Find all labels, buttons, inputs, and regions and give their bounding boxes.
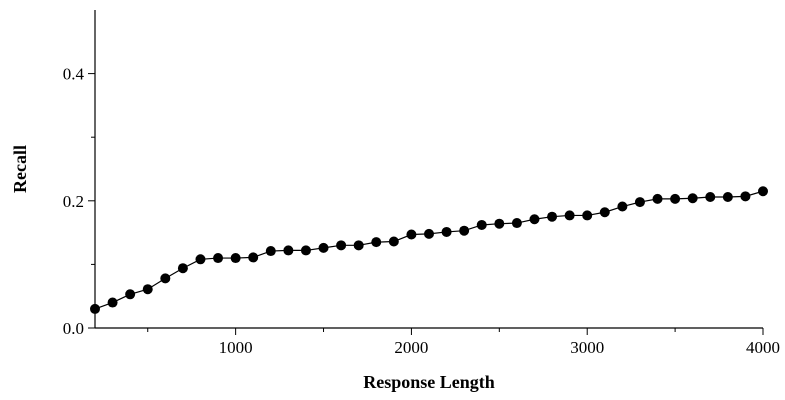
x-tick-label: 2000	[394, 338, 428, 357]
data-point	[125, 289, 136, 300]
data-point	[160, 273, 171, 284]
y-axis-title: Recall	[10, 145, 30, 193]
y-tick-label: 0.0	[63, 319, 84, 338]
data-point	[318, 242, 329, 253]
axes	[94, 10, 763, 329]
data-point	[634, 197, 645, 208]
data-point	[511, 218, 522, 229]
data-point	[722, 191, 733, 202]
series	[90, 186, 768, 314]
data-point	[740, 191, 751, 202]
data-point	[336, 240, 347, 251]
data-point	[248, 252, 259, 263]
data-point	[599, 207, 610, 218]
data-point	[476, 219, 487, 230]
data-point	[265, 246, 276, 257]
data-point	[670, 193, 681, 204]
data-point	[758, 186, 768, 197]
ticks: 1000 2000 3000 4000 0.0 0.2 0.4	[63, 65, 780, 357]
x-tick-label: 1000	[219, 338, 253, 357]
data-point	[388, 236, 399, 247]
data-point	[547, 211, 558, 222]
data-point	[582, 210, 593, 221]
y-tick-label: 0.2	[63, 192, 84, 211]
data-point	[300, 245, 311, 256]
data-point	[441, 226, 452, 237]
data-point	[371, 237, 382, 248]
y-tick-label: 0.4	[63, 65, 85, 84]
data-point	[213, 253, 224, 264]
data-point	[705, 191, 716, 202]
data-point	[406, 229, 417, 240]
data-point	[652, 193, 663, 204]
data-point	[142, 284, 153, 295]
data-point	[195, 254, 206, 265]
data-point	[494, 218, 505, 229]
data-point	[424, 228, 434, 239]
data-point	[107, 297, 118, 308]
data-point	[529, 214, 540, 225]
data-point	[177, 263, 188, 274]
data-point	[687, 193, 698, 204]
x-tick-label: 4000	[746, 338, 780, 357]
x-tick-label: 3000	[570, 338, 604, 357]
data-point	[90, 303, 100, 314]
x-axis-title: Response Length	[363, 372, 495, 392]
data-point	[230, 253, 241, 264]
data-point	[617, 201, 628, 212]
data-point	[283, 245, 294, 256]
data-point	[459, 225, 470, 236]
data-point	[353, 240, 364, 251]
data-point	[564, 210, 575, 221]
series-line	[94, 190, 764, 310]
